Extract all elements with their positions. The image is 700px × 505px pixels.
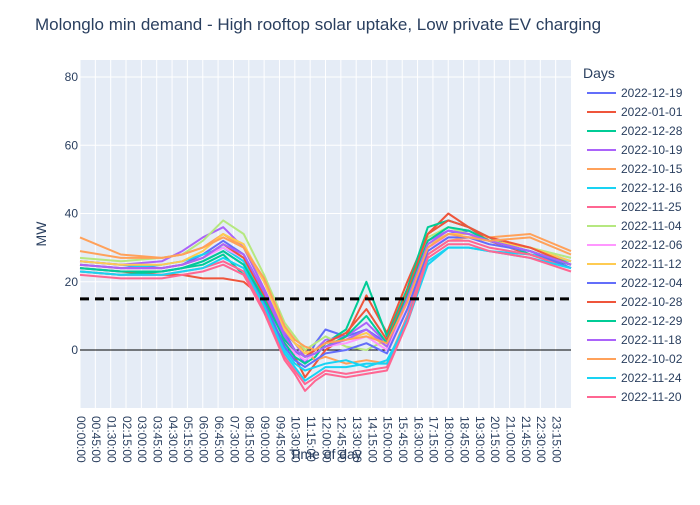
x-tick-labels: 00:00:00 00:45:00 01:30:00 02:15:00 03:00:00… bbox=[74, 416, 564, 463]
chart-title: Molonglo min demand - High rooftop solar… bbox=[35, 15, 601, 34]
series-line-2022-11-04 bbox=[79, 219, 572, 351]
legend-item[interactable]: 2022-11-04 bbox=[587, 219, 682, 233]
legend-label: 2022-10-02 bbox=[621, 352, 683, 366]
x-tick-label: 07:30:00 bbox=[227, 416, 241, 463]
y-tick-label: 0 bbox=[71, 343, 78, 357]
legend-label: 2022-10-15 bbox=[621, 162, 683, 176]
legend-label: 2022-12-04 bbox=[621, 276, 683, 290]
y-tick-label: 20 bbox=[65, 275, 79, 289]
y-axis-label: MW bbox=[33, 221, 49, 247]
legend-item[interactable]: 2022-11-12 bbox=[587, 257, 682, 271]
x-tick-label: 14:15:00 bbox=[365, 416, 379, 463]
legend: 2022-12-19 2022-01-01 2022-12-28 2022-10-19… bbox=[587, 86, 683, 404]
series-line-2022-01-01 bbox=[79, 212, 572, 379]
legend-item[interactable]: 2022-12-19 bbox=[587, 86, 683, 100]
legend-item[interactable]: 2022-11-18 bbox=[587, 333, 682, 347]
y-tick-label: 40 bbox=[65, 207, 79, 221]
legend-label: 2022-12-06 bbox=[621, 238, 683, 252]
x-tick-label: 02:15:00 bbox=[120, 416, 134, 463]
x-tick-label: 00:00:00 bbox=[74, 416, 88, 463]
legend-label: 2022-01-01 bbox=[621, 105, 683, 119]
legend-label: 2022-11-04 bbox=[621, 219, 682, 233]
x-tick-label: 04:30:00 bbox=[166, 416, 180, 463]
x-tick-label: 12:00:00 bbox=[319, 416, 333, 463]
x-tick-label: 20:15:00 bbox=[488, 416, 502, 463]
x-tick-label: 03:00:00 bbox=[135, 416, 149, 463]
x-tick-label: 00:45:00 bbox=[89, 416, 103, 463]
x-tick-label: 18:45:00 bbox=[457, 416, 471, 463]
legend-item[interactable]: 2022-11-24 bbox=[587, 371, 682, 385]
series-line-2022-11-18 bbox=[79, 229, 572, 358]
legend-item[interactable]: 2022-12-04 bbox=[587, 276, 683, 290]
y-tick-label: 80 bbox=[65, 70, 79, 84]
legend-item[interactable]: 2022-12-28 bbox=[587, 124, 683, 138]
series-lines bbox=[79, 212, 572, 392]
x-tick-label: 17:15:00 bbox=[427, 416, 441, 463]
legend-item[interactable]: 2022-01-01 bbox=[587, 105, 683, 119]
legend-label: 2022-11-12 bbox=[621, 257, 682, 271]
x-tick-label: 21:00:00 bbox=[503, 416, 517, 463]
x-axis-label: Time of day bbox=[289, 446, 362, 462]
x-tick-label: 11:15:00 bbox=[304, 416, 318, 462]
x-tick-label: 12:45:00 bbox=[335, 416, 349, 463]
legend-label: 2022-11-18 bbox=[621, 333, 682, 347]
x-tick-label: 09:45:00 bbox=[273, 416, 287, 463]
legend-item[interactable]: 2022-10-19 bbox=[587, 143, 683, 157]
x-tick-label: 18:00:00 bbox=[442, 416, 456, 463]
x-tick-label: 09:00:00 bbox=[258, 416, 272, 463]
y-tick-labels: 0 20 40 60 80 bbox=[65, 70, 79, 357]
legend-item[interactable]: 2022-11-25 bbox=[587, 200, 682, 214]
x-tick-label: 06:00:00 bbox=[197, 416, 211, 463]
legend-label: 2022-12-28 bbox=[621, 124, 683, 138]
legend-label: 2022-12-16 bbox=[621, 181, 683, 195]
legend-item[interactable]: 2022-12-16 bbox=[587, 181, 683, 195]
y-tick-label: 60 bbox=[65, 138, 79, 152]
legend-label: 2022-12-29 bbox=[621, 314, 683, 328]
series-line-2022-11-20 bbox=[79, 243, 572, 392]
x-tick-label: 03:45:00 bbox=[151, 416, 165, 463]
x-tick-label: 06:45:00 bbox=[212, 416, 226, 463]
series-line-2022-11-24 bbox=[79, 246, 572, 382]
x-tick-label: 15:45:00 bbox=[396, 416, 410, 463]
x-tick-label: 23:15:00 bbox=[549, 416, 563, 463]
x-tick-label: 19:30:00 bbox=[473, 416, 487, 463]
x-tick-label: 08:15:00 bbox=[243, 416, 257, 463]
legend-item[interactable]: 2022-10-02 bbox=[587, 352, 683, 366]
legend-item[interactable]: 2022-12-06 bbox=[587, 238, 683, 252]
legend-title: Days bbox=[583, 65, 615, 81]
legend-item[interactable]: 2022-10-28 bbox=[587, 295, 683, 309]
legend-label: 2022-11-25 bbox=[621, 200, 682, 214]
x-tick-label: 16:30:00 bbox=[411, 416, 425, 463]
legend-item[interactable]: 2022-10-15 bbox=[587, 162, 683, 176]
x-tick-label: 22:30:00 bbox=[534, 416, 548, 463]
x-tick-label: 15:00:00 bbox=[381, 416, 395, 463]
legend-label: 2022-12-19 bbox=[621, 86, 683, 100]
x-tick-label: 01:30:00 bbox=[105, 416, 119, 463]
x-tick-label: 21:45:00 bbox=[519, 416, 533, 463]
legend-label: 2022-11-24 bbox=[621, 371, 682, 385]
x-tick-label: 05:15:00 bbox=[181, 416, 195, 463]
series-line-2022-10-02 bbox=[79, 233, 572, 351]
legend-label: 2022-10-19 bbox=[621, 143, 683, 157]
legend-label: 2022-11-20 bbox=[621, 390, 682, 404]
x-tick-label: 10:30:00 bbox=[289, 416, 303, 463]
x-tick-label: 13:30:00 bbox=[350, 416, 364, 463]
legend-label: 2022-10-28 bbox=[621, 295, 683, 309]
legend-item[interactable]: 2022-11-20 bbox=[587, 390, 682, 404]
legend-item[interactable]: 2022-12-29 bbox=[587, 314, 683, 328]
